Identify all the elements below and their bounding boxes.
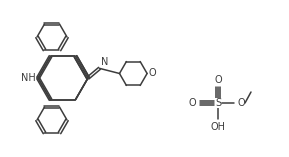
Text: O: O [148,68,156,78]
Text: O: O [188,98,196,108]
Text: NH: NH [21,73,36,83]
Text: N: N [101,57,109,67]
Text: S: S [215,98,221,108]
Text: O: O [237,98,245,108]
Text: OH: OH [210,122,225,132]
Text: O: O [214,75,222,85]
